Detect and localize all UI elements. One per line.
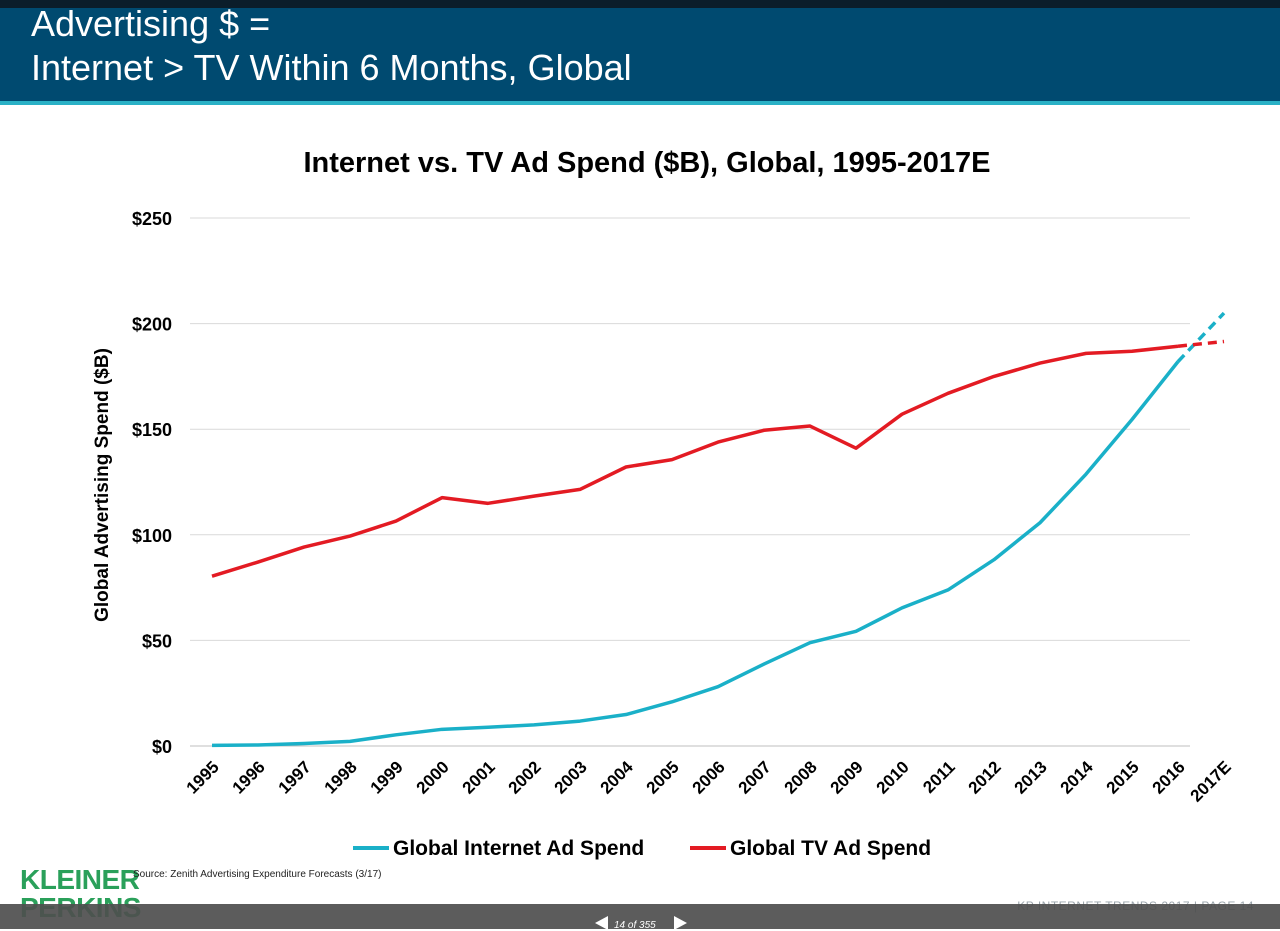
legend-label: Global TV Ad Spend bbox=[730, 837, 931, 860]
series-estimate-global-internet-ad-spend bbox=[1176, 311, 1226, 363]
y-tick-label: $200 bbox=[132, 315, 172, 335]
x-tick-label: 1995 bbox=[183, 757, 223, 797]
x-tick-label: 2012 bbox=[965, 757, 1005, 797]
previous-page-icon[interactable] bbox=[595, 916, 608, 930]
viewer-toolbar bbox=[0, 904, 1280, 929]
series-estimate-global-tv-ad-spend bbox=[1177, 339, 1225, 348]
x-tick-label: 2016 bbox=[1149, 757, 1189, 797]
ad-spend-chart: Internet vs. TV Ad Spend ($B), Global, 1… bbox=[92, 147, 1235, 860]
x-tick-label: 2003 bbox=[551, 757, 591, 797]
x-tick-label: 2017E bbox=[1187, 757, 1235, 805]
x-tick-label: 2002 bbox=[505, 757, 545, 797]
y-tick-label: $100 bbox=[132, 526, 172, 546]
x-tick-label: 2004 bbox=[597, 757, 638, 798]
x-tick-label: 1996 bbox=[229, 757, 269, 797]
series-line-global-internet-ad-spend bbox=[211, 360, 1180, 748]
chart-title: Internet vs. TV Ad Spend ($B), Global, 1… bbox=[303, 147, 990, 179]
legend-label: Global Internet Ad Spend bbox=[393, 837, 644, 860]
x-tick-label: 2011 bbox=[919, 757, 959, 797]
header-bar: Advertising $ = Internet > TV Within 6 M… bbox=[0, 0, 1280, 101]
y-tick-label: $50 bbox=[142, 631, 172, 651]
source-note: Source: Zenith Advertising Expenditure F… bbox=[133, 869, 382, 880]
x-tick-label: 2009 bbox=[827, 757, 867, 797]
slide-title-line-2: Internet > TV Within 6 Months, Global bbox=[31, 47, 632, 88]
x-tick-label: 1999 bbox=[367, 757, 407, 797]
x-tick-label: 2015 bbox=[1103, 757, 1143, 797]
next-page-icon[interactable] bbox=[674, 916, 687, 930]
slide-title-line-1: Advertising $ = bbox=[31, 3, 271, 44]
header-accent-stripe bbox=[0, 101, 1280, 105]
x-tick-label: 2005 bbox=[643, 757, 683, 797]
x-tick-label: 2008 bbox=[781, 757, 821, 797]
x-tick-label: 2006 bbox=[689, 757, 729, 797]
series-line-global-tv-ad-spend bbox=[211, 344, 1179, 578]
slide-title: Advertising $ = Internet > TV Within 6 M… bbox=[31, 2, 632, 90]
x-tick-label: 2001 bbox=[459, 757, 499, 797]
logo-line-1: KLEINER bbox=[20, 864, 140, 895]
x-tick-label: 1997 bbox=[275, 757, 315, 797]
y-tick-label: $0 bbox=[152, 737, 172, 757]
page-counter: 14 of 355 bbox=[614, 920, 656, 931]
x-tick-label: 2014 bbox=[1057, 757, 1098, 798]
x-tick-label: 2010 bbox=[873, 757, 913, 797]
x-tick-label: 2013 bbox=[1011, 757, 1051, 797]
y-axis-label: Global Advertising Spend ($B) bbox=[92, 348, 113, 622]
y-tick-label: $250 bbox=[132, 209, 172, 229]
x-tick-label: 2007 bbox=[735, 757, 775, 797]
y-tick-label: $150 bbox=[132, 420, 172, 440]
x-tick-label: 1998 bbox=[321, 757, 361, 797]
x-tick-label: 2000 bbox=[413, 757, 453, 797]
